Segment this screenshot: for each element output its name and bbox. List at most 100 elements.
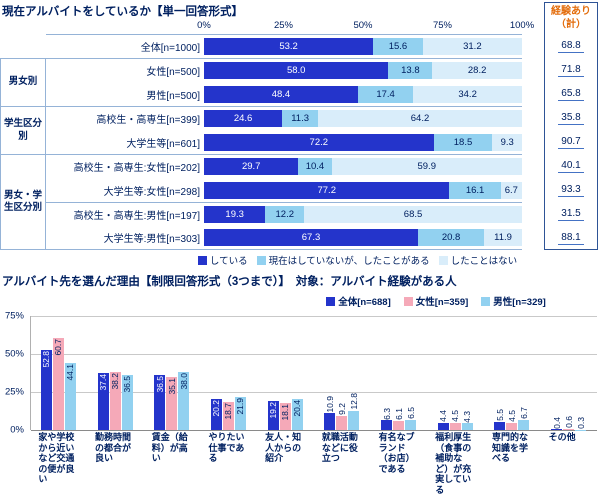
bar: 0.6	[563, 429, 574, 430]
stacked-bar-segments: 24.611.364.2	[204, 110, 522, 127]
category-label-text: 福利厚生（食事の補助など）が充実している	[435, 432, 475, 496]
y-axis-tick: 25%	[5, 387, 24, 398]
chart-title: 現在アルバイトをしているか【単一回答形式】	[2, 3, 243, 19]
bar-value-label: 6.1	[394, 408, 404, 420]
bar-group: 4.44.54.3	[427, 423, 484, 430]
experience-total-value: 65.8	[545, 82, 597, 106]
bar-value-label: 10.9	[325, 396, 335, 413]
bar-segment: 34.2	[413, 86, 522, 103]
bar-clusters: 52.860.744.137.438.236.536.535.138.0 20.2…	[30, 316, 597, 430]
row-group-label: 学生区分別	[0, 106, 46, 154]
legend-item: している	[198, 253, 248, 267]
bar-value-label: 36.5	[155, 376, 165, 393]
category-label: その他	[540, 432, 597, 443]
bar-value-label: 20.2	[211, 400, 221, 417]
bar-value-label: 0.3	[576, 417, 586, 429]
bar-group: 37.438.236.5	[87, 372, 144, 430]
legend-item: 女性[n=359]	[404, 294, 469, 308]
bar-segment: 24.6	[204, 110, 282, 127]
bar-segment: 11.3	[282, 110, 318, 127]
experience-total-value: 35.8	[545, 106, 597, 130]
bar: 37.4	[98, 373, 109, 430]
bar-cluster: 5.54.56.7	[484, 316, 541, 430]
bar-segment: 9.3	[492, 134, 522, 151]
y-axis-tick: 0%	[10, 425, 24, 436]
bar-cluster: 6.36.16.5	[370, 316, 427, 430]
x-axis-tick: 50%	[353, 20, 372, 31]
bar: 6.1	[393, 421, 404, 430]
bar: 9.2	[336, 416, 347, 430]
bar-segment: 77.2	[204, 182, 449, 199]
row-group-label: 男女・学生区分別	[0, 154, 46, 250]
experience-total-value: 71.8	[545, 58, 597, 82]
bar-segment: 53.2	[204, 38, 373, 55]
x-axis-tick: 75%	[433, 20, 452, 31]
stacked-bar: 29.710.459.9	[204, 154, 522, 178]
bar: 4.5	[506, 423, 517, 430]
y-axis-tick: 50%	[5, 349, 24, 360]
x-axis-tick: 25%	[274, 20, 293, 31]
experience-total-number: 65.8	[558, 87, 583, 101]
stacked-bar-segments: 48.417.434.2	[204, 86, 522, 103]
bar-value-label: 18.7	[223, 403, 233, 420]
bar-cluster: 10.99.212.8	[314, 316, 371, 430]
legend-label: 全体[n=688]	[338, 294, 391, 308]
bar: 52.8	[41, 350, 52, 430]
y-axis: 75%50%25%0%	[0, 316, 27, 430]
experience-total-value: 40.1	[545, 154, 597, 178]
category-label: やりたい仕事である	[200, 432, 257, 464]
row-label: 女性[n=500]	[46, 58, 204, 82]
bar-value-label: 20.4	[292, 400, 302, 417]
experience-total-header: 経験あり（計）	[545, 3, 597, 34]
bar-segment: 12.2	[265, 206, 304, 223]
bar-segment: 58.0	[204, 62, 388, 79]
bar-segment: 72.2	[204, 134, 434, 151]
legend-swatch	[481, 297, 490, 306]
category-labels: 家や学校から近いなど交通の便が良い勤務時間の都合が良い賃金（給料）が高いやりたい…	[30, 432, 597, 496]
legend-label: 女性[n=359]	[416, 294, 469, 308]
bar-segment: 6.7	[501, 182, 522, 199]
legend-swatch	[257, 256, 266, 265]
bar-value-label: 9.2	[337, 403, 347, 415]
experience-total-number: 68.8	[558, 39, 583, 53]
row-label: 大学生等:女性[n=298]	[46, 178, 204, 202]
category-label: 福利厚生（食事の補助など）が充実している	[427, 432, 484, 496]
legend-label: 現在はしていないが、したことがある	[269, 253, 430, 267]
stacked-bar: 48.417.434.2	[204, 82, 522, 106]
bar-segment: 17.4	[358, 86, 413, 103]
bar-cluster: 4.44.54.3	[427, 316, 484, 430]
bar-segment: 29.7	[204, 158, 298, 175]
bar-group: 5.54.56.7	[484, 420, 541, 430]
category-label: 就職活動などに役立つ	[314, 432, 371, 464]
experience-total-number: 40.1	[558, 159, 583, 173]
bar-group: 52.860.744.1	[30, 338, 87, 430]
bar-value-label: 35.1	[167, 378, 177, 395]
bar-group: 6.36.16.5	[370, 420, 427, 430]
bar-value-label: 44.1	[65, 364, 75, 381]
bar: 4.3	[462, 423, 473, 430]
bar: 18.7	[223, 402, 234, 430]
bar-cluster: 37.438.236.5	[87, 316, 144, 430]
bar-segment: 19.3	[204, 206, 265, 223]
bar-segment: 28.2	[432, 62, 522, 79]
bar-cluster: 52.860.744.1	[30, 316, 87, 430]
bar-value-label: 6.7	[519, 407, 529, 419]
stacked-bar: 77.216.16.7	[204, 178, 522, 202]
bar-cluster: 36.535.138.0	[143, 316, 200, 430]
row-label: 全体[n=1000]	[46, 34, 204, 58]
bar-segment: 11.9	[484, 229, 522, 246]
bar: 0.4	[551, 429, 562, 430]
bar-value-label: 4.5	[507, 410, 517, 422]
bar: 12.8	[348, 411, 359, 430]
stacked-bar-segments: 67.320.811.9	[204, 229, 522, 246]
experience-total-number: 31.5	[558, 207, 583, 221]
bar-segment: 13.8	[388, 62, 432, 79]
category-label-text: 就職活動などに役立つ	[322, 432, 362, 464]
bar-value-label: 4.4	[438, 410, 448, 422]
bar-segment: 10.4	[298, 158, 331, 175]
bar-segment: 67.3	[204, 229, 418, 246]
legend-swatch	[198, 256, 207, 265]
stacked-bar-segments: 53.215.631.2	[204, 38, 522, 55]
experience-total-value: 93.3	[545, 178, 597, 202]
bar-value-label: 4.5	[450, 410, 460, 422]
